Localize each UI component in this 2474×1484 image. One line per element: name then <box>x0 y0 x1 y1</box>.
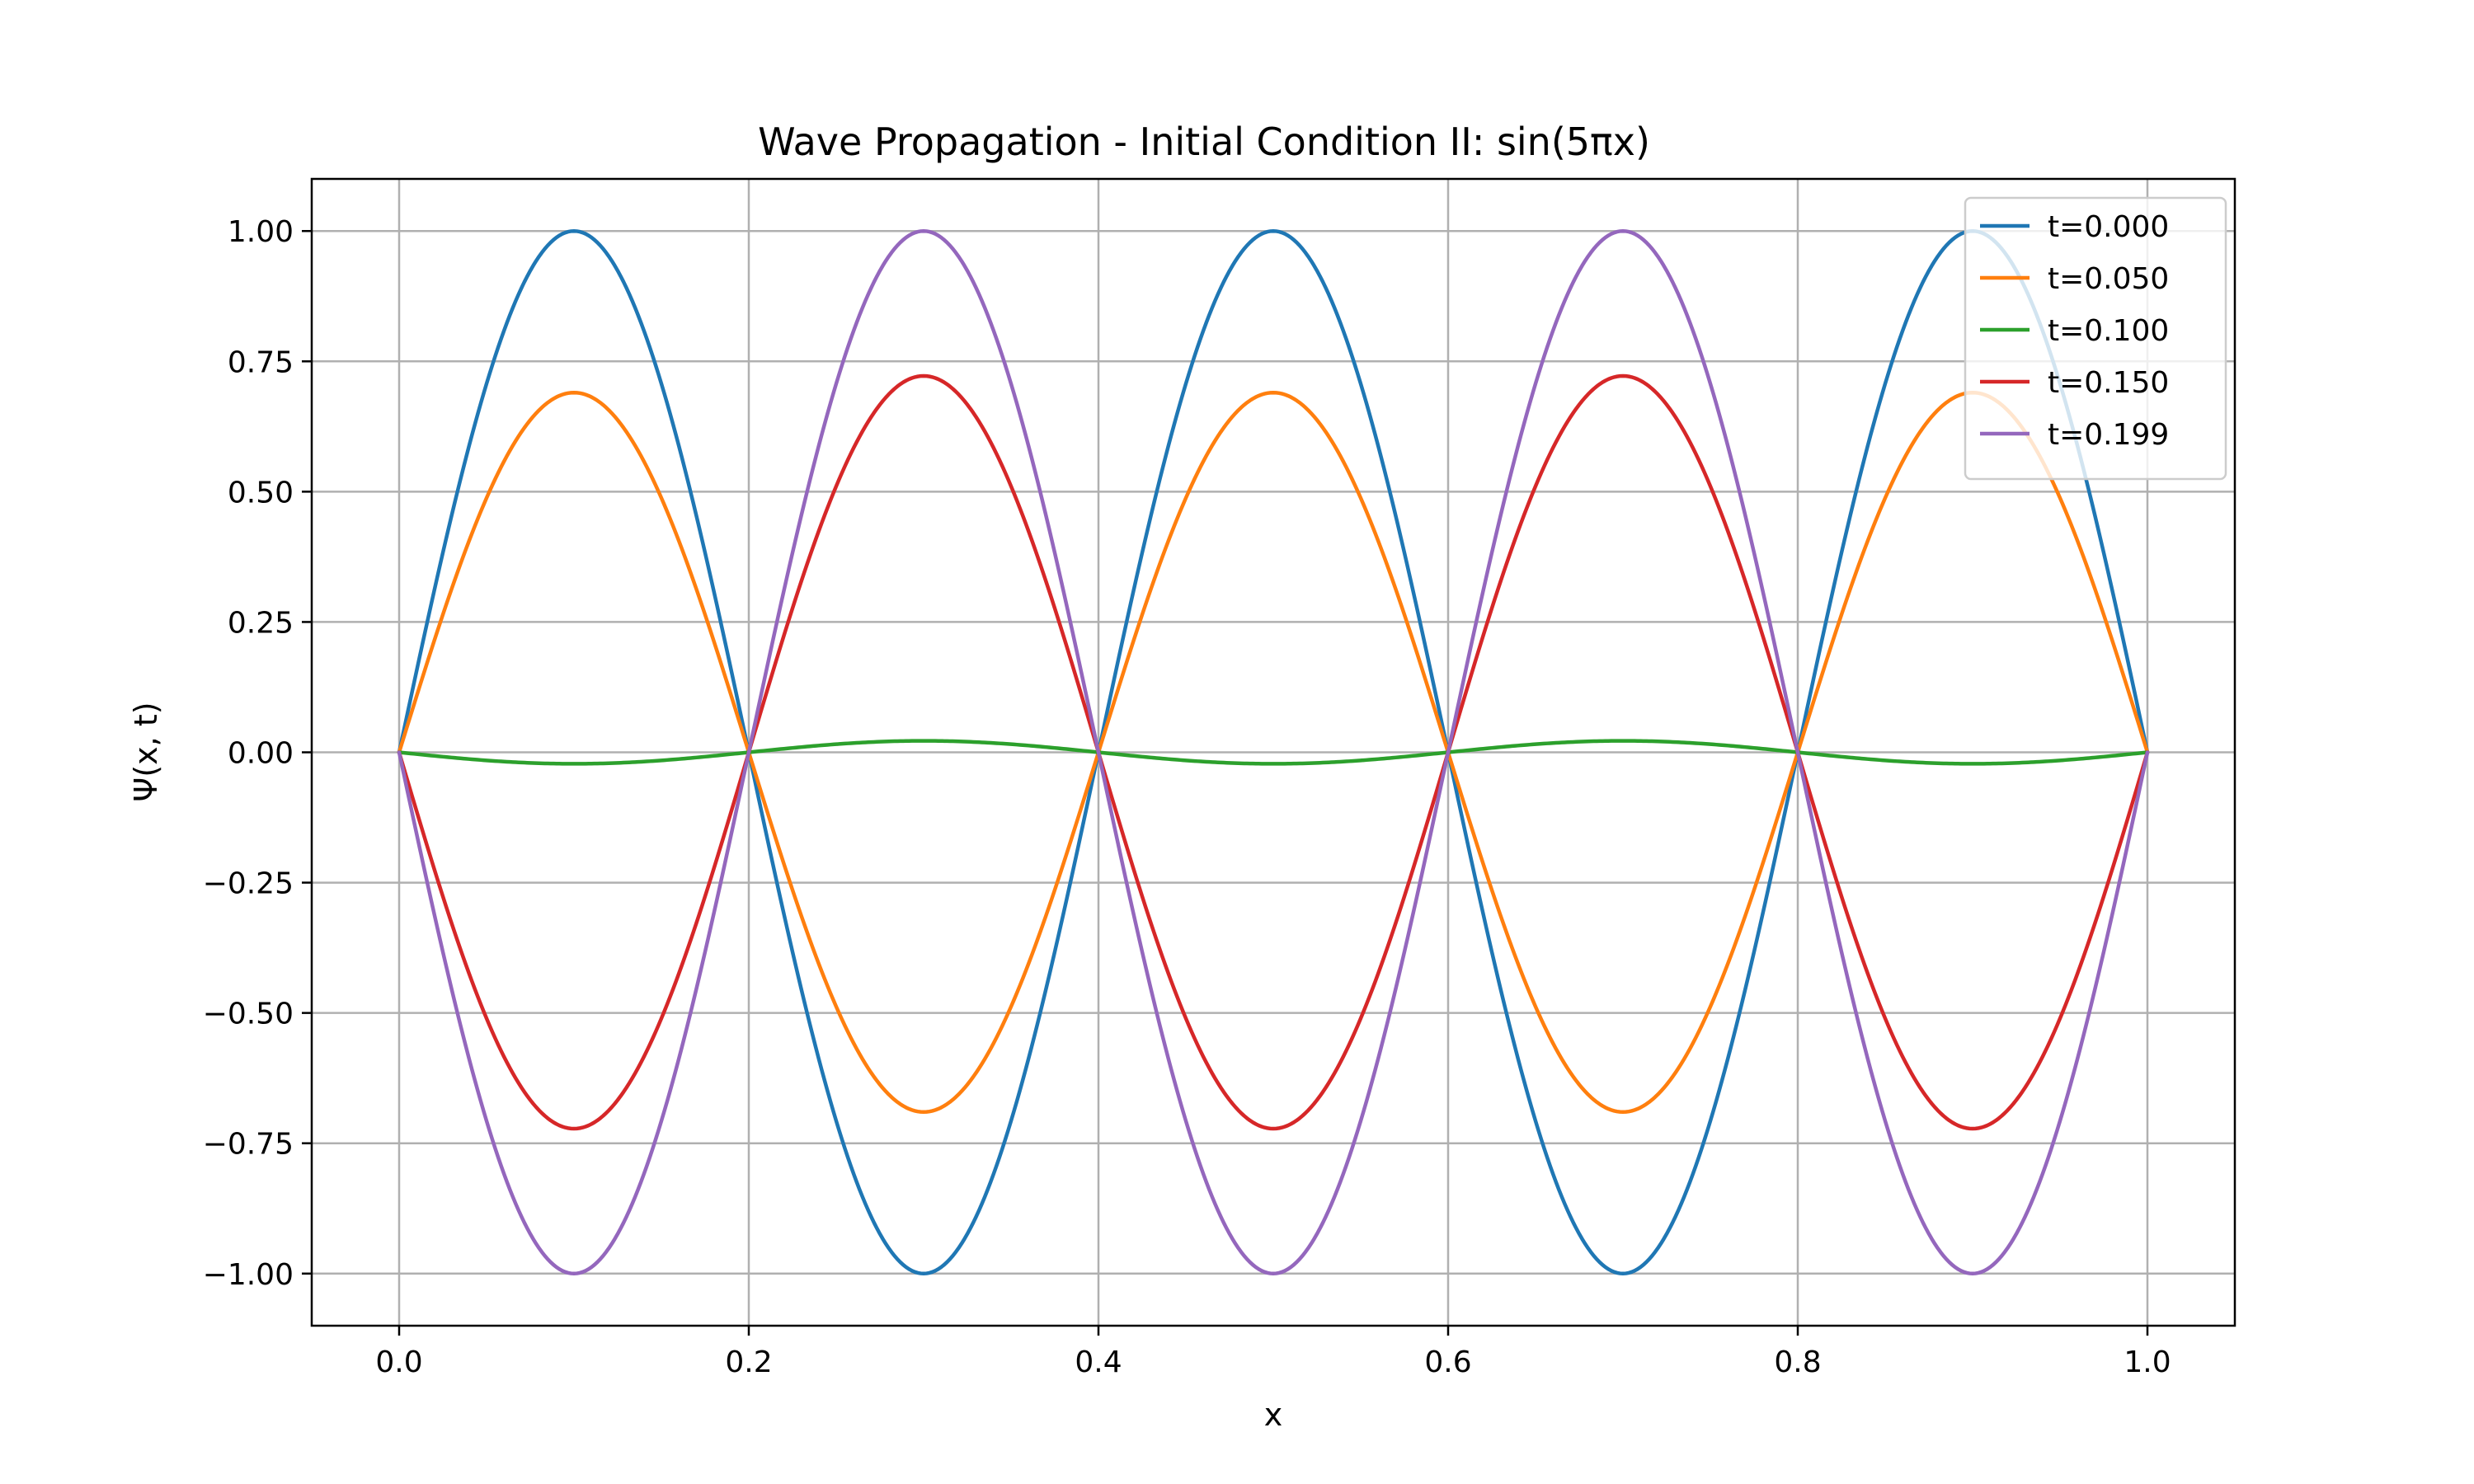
chart-title: Wave Propagation - Initial Condition II:… <box>758 120 1650 164</box>
legend-entry-label: t=0.050 <box>2048 262 2169 296</box>
series-line-2 <box>397 739 2150 766</box>
x-tick-label: 0.6 <box>1424 1345 1471 1379</box>
y-tick-label: −0.50 <box>203 998 294 1031</box>
legend-entry-label: t=0.000 <box>2048 210 2169 244</box>
x-tick-label: 1.0 <box>2124 1345 2171 1379</box>
x-tick-label: 0.0 <box>375 1345 422 1379</box>
legend-entry-label: t=0.199 <box>2048 418 2169 452</box>
series-line-1 <box>397 390 2150 1115</box>
x-axis-label: x <box>1264 1397 1283 1433</box>
series-line-3 <box>397 373 2150 1131</box>
legend-entry-label: t=0.150 <box>2048 366 2169 400</box>
y-tick-label: −0.75 <box>203 1128 294 1162</box>
y-tick-label: 0.75 <box>228 345 294 379</box>
legend-entry-label: t=0.100 <box>2048 314 2169 348</box>
y-tick-label: 0.00 <box>228 737 294 771</box>
series-line-0 <box>397 228 2150 1276</box>
series-line-4 <box>397 228 2150 1276</box>
legend-box <box>1964 196 2227 481</box>
x-tick-label: 0.2 <box>725 1345 772 1379</box>
legend: t=0.000 t=0.050 t=0.100 t=0.150 t=0.199 <box>1964 196 2227 481</box>
y-tick-label: −1.00 <box>203 1258 294 1292</box>
y-tick-label: 1.00 <box>228 215 294 249</box>
axis-ticks: 0.0 0.2 0.4 0.6 0.8 1.0 1.00 0.75 0.50 0.25 0.00 −0… <box>203 215 2171 1379</box>
y-tick-label: 0.25 <box>228 606 294 640</box>
x-tick-label: 0.4 <box>1075 1345 1122 1379</box>
series-lines <box>397 228 2150 1276</box>
y-axis-label: Ψ(x, t) <box>128 702 164 801</box>
y-tick-label: −0.25 <box>203 867 294 901</box>
y-tick-label: 0.50 <box>228 476 294 510</box>
x-tick-label: 0.8 <box>1774 1345 1821 1379</box>
